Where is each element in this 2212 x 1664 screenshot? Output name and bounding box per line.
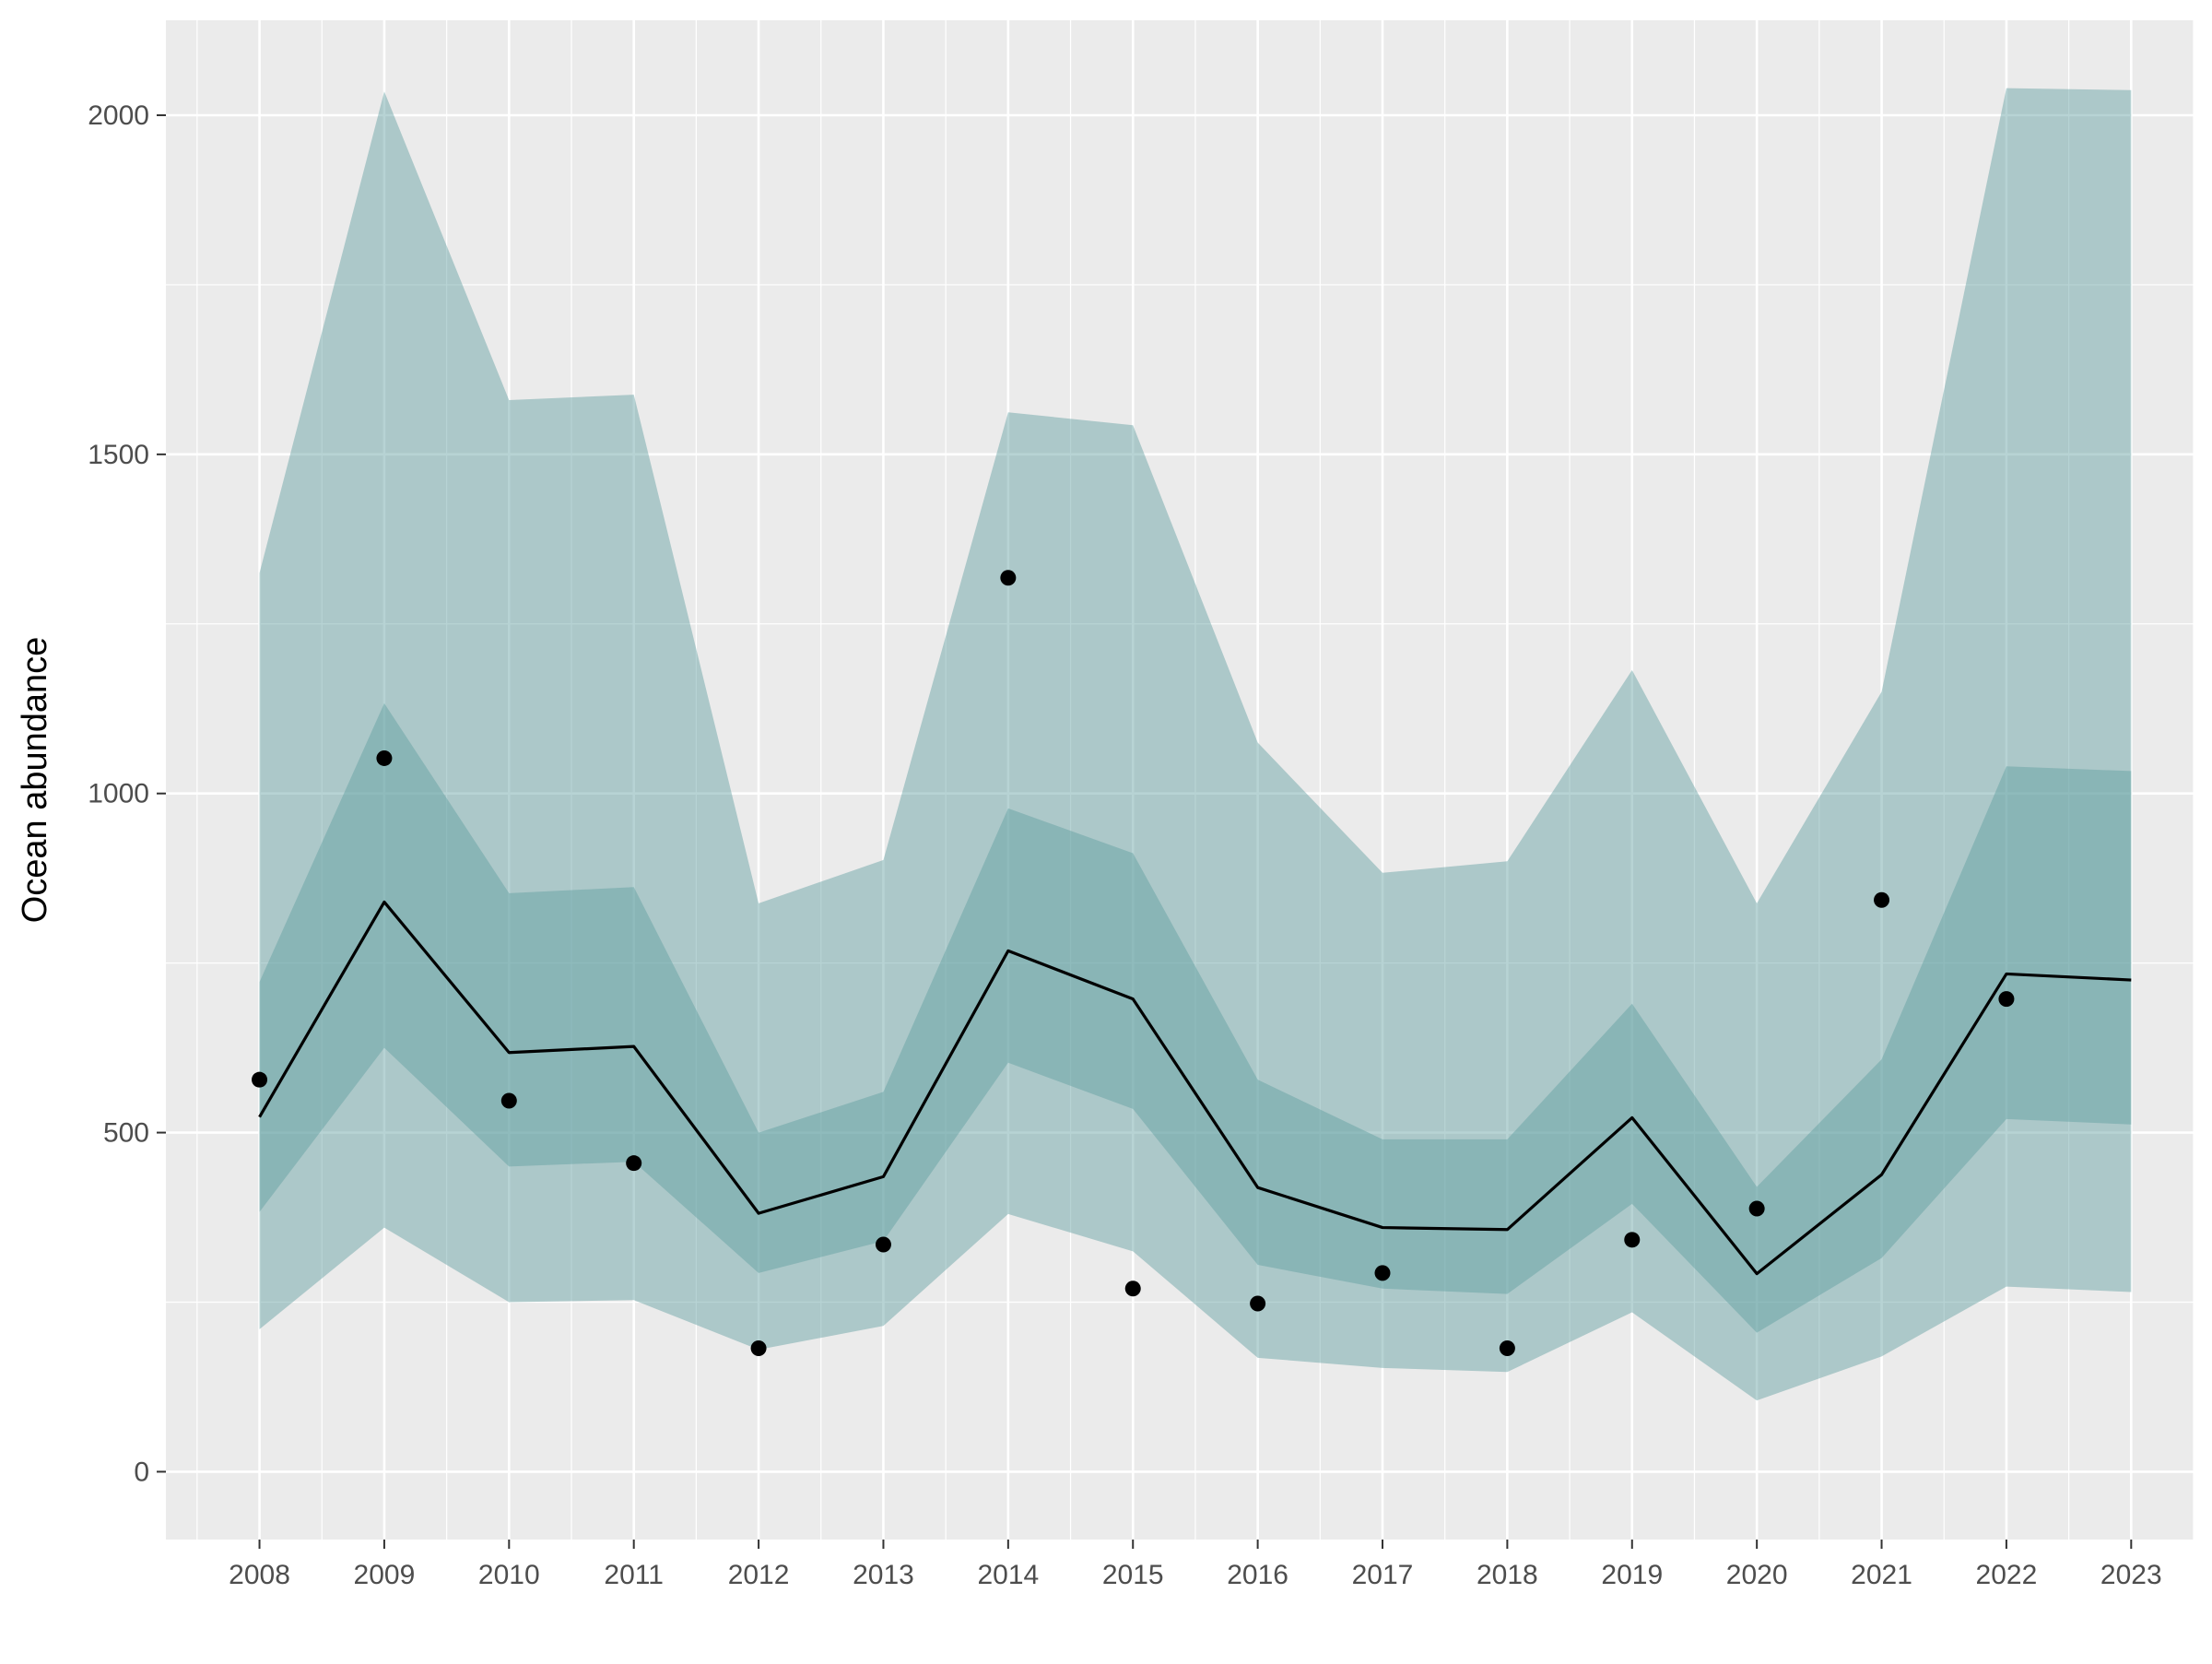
observed-point xyxy=(1374,1265,1391,1281)
observed-point xyxy=(1624,1232,1641,1248)
observed-point xyxy=(500,1092,517,1109)
axes: 2008 2009 2010 2011 2012 2013 2014 2015 2016 2017… xyxy=(88,100,2161,1590)
y-axis-title: Ocean abundance xyxy=(16,637,54,924)
plot-panel xyxy=(166,20,2194,1540)
x-tick-label: 2020 xyxy=(1726,1560,1788,1590)
observed-point xyxy=(376,749,393,766)
x-tick-label: 2018 xyxy=(1477,1560,1538,1590)
observed-point xyxy=(252,1071,268,1088)
y-tick-label: 2000 xyxy=(88,100,149,131)
x-tick-label: 2017 xyxy=(1352,1560,1414,1590)
observed-point xyxy=(1499,1340,1515,1357)
estimate-line xyxy=(258,900,2132,1276)
y-tick-label: 1500 xyxy=(88,440,149,470)
observed-point xyxy=(1000,570,1017,586)
y-tick-label: 0 xyxy=(134,1457,149,1487)
x-tick-label: 2023 xyxy=(2100,1560,2162,1590)
estimate-line-layer xyxy=(258,900,2132,1276)
x-tick-label: 2021 xyxy=(1851,1560,1912,1590)
observed-point xyxy=(1124,1280,1141,1297)
grid-lines xyxy=(166,20,2194,1540)
observed-point xyxy=(1874,891,1890,908)
x-tick-label: 2009 xyxy=(354,1560,416,1590)
y-tick-label: 500 xyxy=(103,1118,149,1149)
x-tick-label: 2016 xyxy=(1227,1560,1288,1590)
x-tick-label: 2022 xyxy=(1976,1560,2038,1590)
observed-point xyxy=(626,1155,642,1172)
x-tick-label: 2012 xyxy=(728,1560,790,1590)
x-tick-label: 2008 xyxy=(229,1560,290,1590)
x-tick-label: 2014 xyxy=(977,1560,1039,1590)
observed-point xyxy=(1748,1200,1765,1217)
observed-point xyxy=(1998,991,2015,1008)
interval-bands xyxy=(259,88,2132,1401)
x-tick-label: 2015 xyxy=(1102,1560,1164,1590)
observed-point xyxy=(1250,1295,1266,1312)
observed-point xyxy=(750,1340,767,1357)
x-tick-label: 2019 xyxy=(1601,1560,1663,1590)
y-tick-label: 1000 xyxy=(88,779,149,809)
observed-points-layer xyxy=(252,570,2015,1357)
x-tick-label: 2013 xyxy=(853,1560,914,1590)
x-tick-label: 2010 xyxy=(478,1560,540,1590)
outer-interval-band xyxy=(259,88,2132,1401)
observed-point xyxy=(875,1236,891,1253)
x-tick-label: 2011 xyxy=(604,1560,664,1590)
inner-interval-band xyxy=(259,702,2132,1333)
